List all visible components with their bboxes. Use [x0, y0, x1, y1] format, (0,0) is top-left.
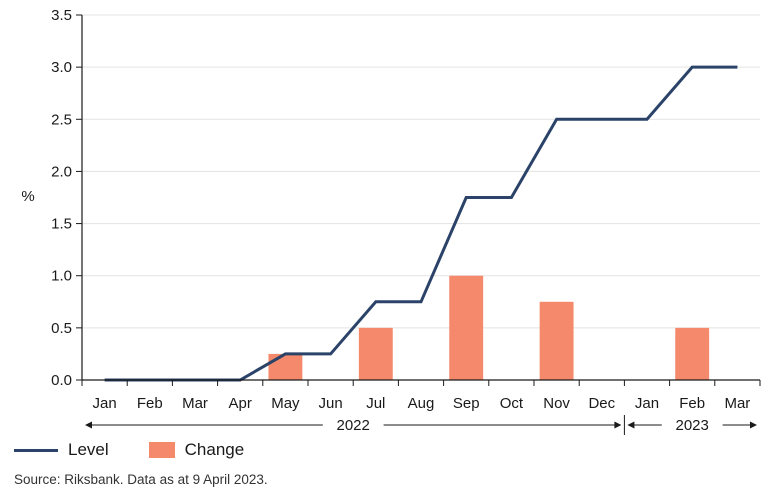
y-tick-label: 1.5: [51, 216, 72, 233]
x-tick-label: Jan: [93, 395, 117, 412]
x-tick-label: Feb: [679, 395, 705, 412]
year-arrow-left: [85, 421, 92, 429]
x-tick-label: Aug: [408, 395, 435, 412]
y-tick-label: 0.5: [51, 320, 72, 337]
legend-label-change: Change: [184, 440, 245, 459]
change-bar: [539, 301, 574, 380]
year-arrow-left: [627, 421, 635, 429]
y-tick-label: 0.0: [51, 372, 72, 389]
x-tick-label: Jun: [319, 395, 343, 412]
change-bar: [675, 327, 710, 380]
x-tick-label: Sep: [453, 395, 480, 412]
x-tick-label: Oct: [500, 395, 524, 412]
x-tick-label: Mar: [724, 395, 750, 412]
y-tick-label: 1.0: [51, 268, 72, 285]
x-tick-label: May: [271, 395, 300, 412]
x-tick-label: Apr: [229, 395, 252, 412]
y-tick-label: 3.5: [51, 7, 72, 24]
legend-item-level: Level: [14, 440, 109, 460]
x-tick-label: Jan: [635, 395, 659, 412]
year-arrow-right: [750, 421, 757, 429]
change-bar: [449, 275, 484, 380]
level-line: [104, 65, 738, 382]
year-label: 2022: [337, 417, 370, 434]
year-arrow-right: [614, 421, 622, 429]
y-tick-label: 2.0: [51, 163, 72, 180]
policy-rate-chart: 0.0 0.5 1.0 1.5 2.0 2.5 3.0 3.5% Jan Feb Mar Apr May…: [21, 7, 761, 435]
x-tick-label: Dec: [588, 395, 615, 412]
legend: Level Change: [14, 440, 284, 460]
legend-item-change: Change: [148, 440, 245, 460]
legend-label-level: Level: [68, 440, 109, 459]
x-tick-label: Nov: [543, 395, 570, 412]
change-bar: [358, 327, 393, 380]
y-axis-label: %: [21, 188, 34, 205]
y-tick-label: 2.5: [51, 111, 72, 128]
legend-swatch-level: [14, 448, 58, 452]
x-tick-label: Mar: [182, 395, 208, 412]
x-tick-label: Jul: [366, 395, 385, 412]
y-tick-label: 3.0: [51, 59, 72, 76]
legend-swatch-change: [148, 442, 175, 458]
x-tick-label: Feb: [137, 395, 163, 412]
change-bar: [268, 353, 303, 380]
year-label: 2023: [676, 417, 709, 434]
source-note: Source: Riksbank. Data as at 9 April 202…: [14, 472, 268, 487]
